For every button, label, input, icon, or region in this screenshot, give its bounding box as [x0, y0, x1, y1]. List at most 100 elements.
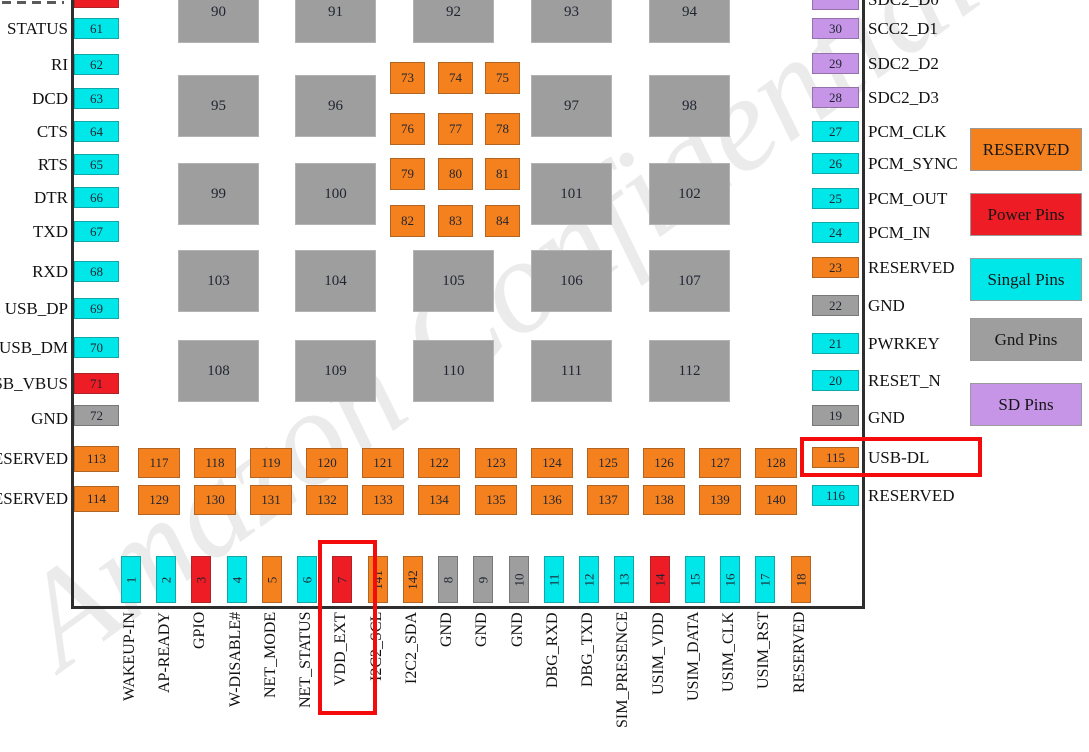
left-label-reserved-113: RESERVED — [0, 449, 68, 468]
legend-gnd-pins: Gnd Pins — [970, 318, 1082, 361]
gnd-square-107: 107 — [649, 250, 730, 312]
legend-power-pins: Power Pins — [970, 193, 1082, 236]
reserved-pin-123: 123 — [475, 448, 517, 478]
reserved-pin-75: 75 — [485, 62, 520, 94]
right-pin-fragment — [812, 0, 859, 10]
bottom-pin-14: 14 — [650, 556, 670, 603]
gnd-square-98: 98 — [649, 75, 730, 137]
bottom-pin-9: 9 — [473, 556, 493, 603]
reserved-pin-122: 122 — [418, 448, 460, 478]
right-label-scc2-d1: SCC2_D1 — [868, 19, 938, 38]
right-label-reset-n: RESET_N — [868, 371, 941, 390]
reserved-pin-84: 84 — [485, 205, 520, 237]
bottom-pin-6: 6 — [297, 556, 317, 603]
gnd-square-111: 111 — [531, 340, 612, 402]
reserved-pin-77: 77 — [438, 113, 473, 145]
reserved-pin-74: 74 — [438, 62, 473, 94]
left-label-ri: RI — [51, 55, 68, 74]
right-pin-116: 116 — [812, 485, 859, 506]
left-label-status: STATUS — [7, 19, 68, 38]
gnd-square-92: 92 — [413, 0, 494, 43]
left-pin-66: 66 — [74, 187, 119, 208]
reserved-pin-121: 121 — [362, 448, 404, 478]
gnd-square-101: 101 — [531, 163, 612, 225]
bottom-pin-15: 15 — [685, 556, 705, 603]
legend-sd-pins: SD Pins — [970, 383, 1082, 426]
left-pin-67: 67 — [74, 221, 119, 242]
reserved-pin-120: 120 — [306, 448, 348, 478]
left-label-usb-dm: USB_DM — [0, 338, 68, 357]
right-pin-27: 27 — [812, 121, 859, 142]
left-label-usb-dp: USB_DP — [4, 299, 68, 318]
reserved-pin-83: 83 — [438, 205, 473, 237]
reserved-pin-76: 76 — [390, 113, 425, 145]
gnd-square-103: 103 — [178, 250, 259, 312]
legend-reserved: RESERVED — [970, 128, 1082, 171]
cut-off-label-fragment — [2, 1, 64, 4]
left-pin-61: 61 — [74, 18, 119, 39]
left-label-reserved-114: RESERVED — [0, 489, 68, 508]
bottom-pin-10: 10 — [509, 556, 529, 603]
reserved-pin-129: 129 — [138, 485, 180, 515]
highlight-box-usb-dl — [800, 437, 982, 477]
bottom-label-gnd-8: GND — [438, 612, 455, 647]
reserved-pin-134: 134 — [418, 485, 460, 515]
left-pin-63: 63 — [74, 88, 119, 109]
reserved-pin-78: 78 — [485, 113, 520, 145]
reserved-pin-133: 133 — [362, 485, 404, 515]
right-label-pcm-in: PCM_IN — [868, 223, 931, 242]
right-pin-19: 19 — [812, 405, 859, 426]
left-pin-72: 72 — [74, 405, 119, 426]
gnd-square-91: 91 — [295, 0, 376, 43]
reserved-pin-79: 79 — [390, 158, 425, 190]
bottom-label-net-mode: NET_MODE — [262, 612, 279, 699]
left-pin-68: 68 — [74, 261, 119, 282]
bottom-label-net-status: NET_STATUS — [297, 612, 314, 709]
gnd-square-105: 105 — [413, 250, 494, 312]
reserved-pin-81: 81 — [485, 158, 520, 190]
right-label-gnd-22: GND — [868, 296, 905, 315]
left-label-dtr: DTR — [34, 188, 68, 207]
gnd-square-100: 100 — [295, 163, 376, 225]
right-label-pwrkey: PWRKEY — [868, 334, 940, 353]
bottom-pin-18: 18 — [791, 556, 811, 603]
module-outline — [71, 0, 865, 609]
gnd-square-95: 95 — [178, 75, 259, 137]
bottom-label-sim-presence: SIM_PRESENCE — [614, 612, 631, 729]
bottom-pin-11: 11 — [544, 556, 564, 603]
reserved-pin-135: 135 — [475, 485, 517, 515]
right-label-sdc2-d3: SDC2_D3 — [868, 88, 939, 107]
reserved-pin-80: 80 — [438, 158, 473, 190]
right-pin-30: 30 — [812, 18, 859, 39]
reserved-pin-117: 117 — [138, 448, 180, 478]
right-pin-24: 24 — [812, 222, 859, 243]
bottom-pin-13: 13 — [614, 556, 634, 603]
gnd-square-97: 97 — [531, 75, 612, 137]
gnd-square-104: 104 — [295, 250, 376, 312]
bottom-pin-5: 5 — [262, 556, 282, 603]
reserved-pin-124: 124 — [531, 448, 573, 478]
left-label-txd: TXD — [33, 222, 68, 241]
bottom-pin-8: 8 — [438, 556, 458, 603]
bottom-pin-7: 7 — [332, 556, 352, 603]
gnd-square-108: 108 — [178, 340, 259, 402]
left-pin-113: 113 — [74, 446, 119, 472]
bottom-label-usim-rst: USIM_RST — [755, 612, 772, 690]
left-label-rxd: RXD — [32, 262, 68, 281]
left-pin-114: 114 — [74, 486, 119, 512]
right-label-reserved-116: RESERVED — [868, 486, 955, 505]
bottom-label-gpio: GPIO — [191, 612, 208, 650]
right-label-gnd-19: GND — [868, 408, 905, 427]
bottom-label-usim-data: USIM_DATA — [685, 612, 702, 702]
bottom-label-dbg-txd: DBG_TXD — [579, 612, 596, 687]
reserved-pin-130: 130 — [194, 485, 236, 515]
gnd-square-110: 110 — [413, 340, 494, 402]
gnd-square-99: 99 — [178, 163, 259, 225]
bottom-label-usim-clk: USIM_CLK — [720, 612, 737, 693]
bottom-pin-4: 4 — [227, 556, 247, 603]
right-label-reserved-23: RESERVED — [868, 258, 955, 277]
right-label-sdc2-d2: SDC2_D2 — [868, 54, 939, 73]
reserved-pin-139: 139 — [699, 485, 741, 515]
bottom-pin-12: 12 — [579, 556, 599, 603]
left-pin-65: 65 — [74, 154, 119, 175]
